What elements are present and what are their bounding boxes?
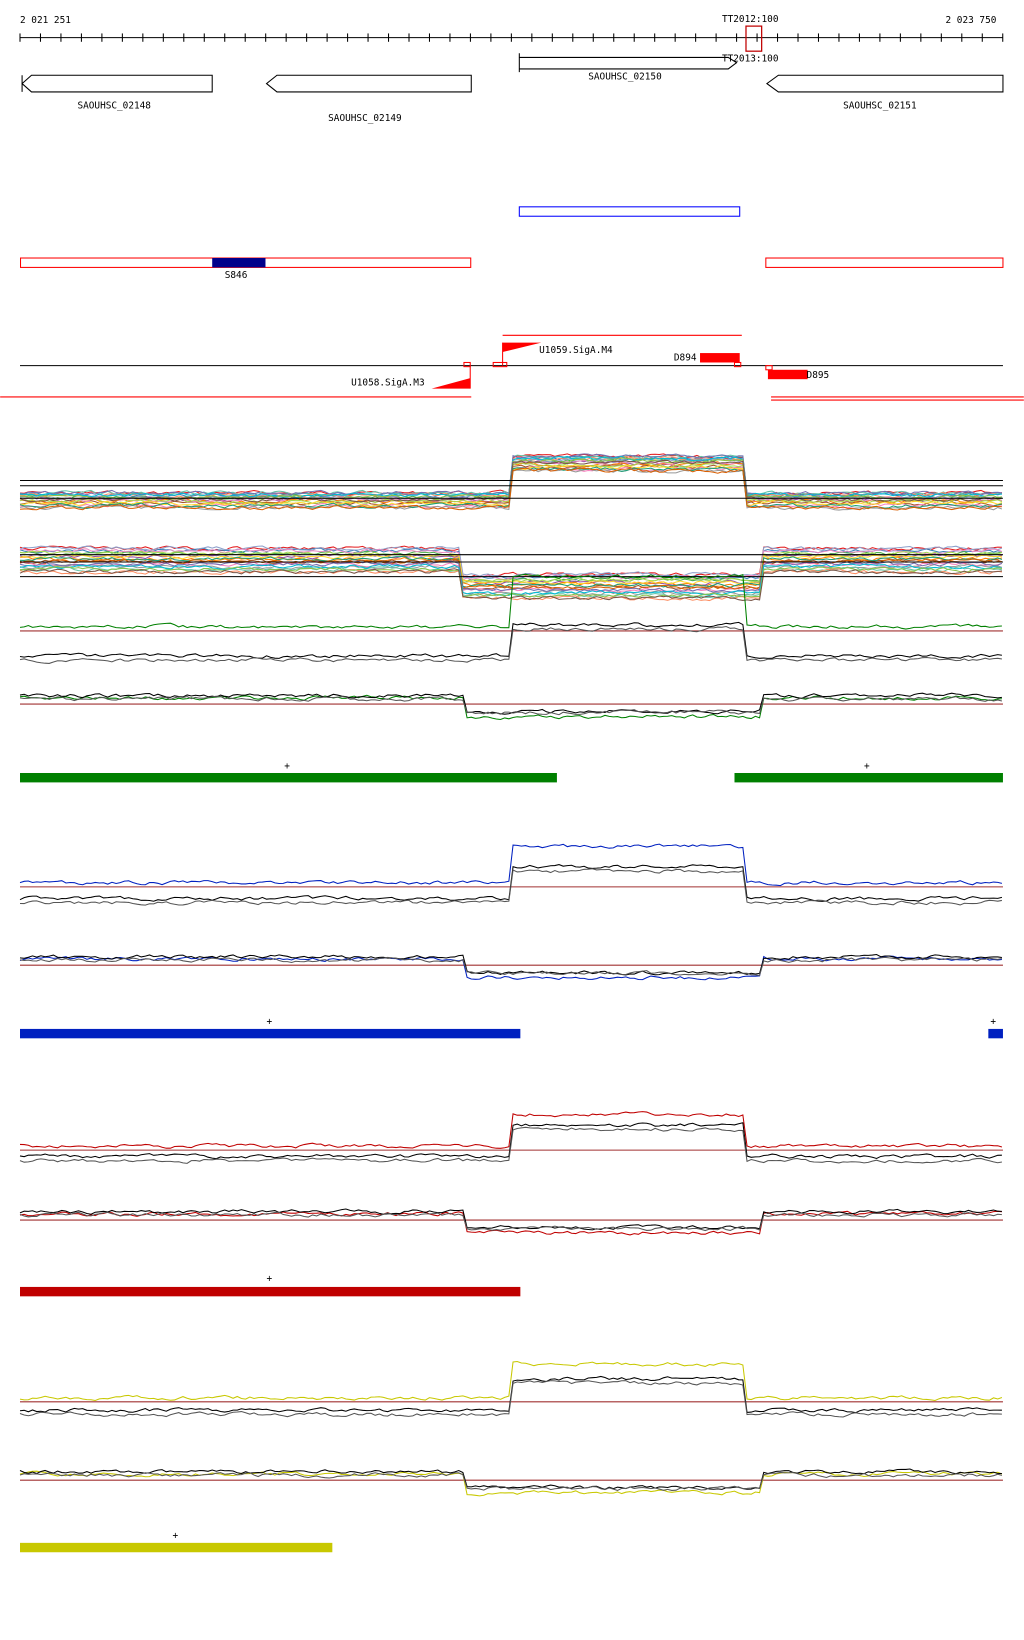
segmentation-bar (20, 772, 557, 783)
feature-d894[interactable]: D894 (674, 352, 742, 368)
segmentation-bar (20, 1286, 521, 1297)
profile-line (19, 1126, 1003, 1164)
feature-label: D895 (807, 370, 830, 381)
segmentation-bar (734, 772, 1003, 783)
profile-line (19, 1111, 1003, 1149)
segmentation-bars: + + + + + + (20, 761, 1003, 1553)
strand-plus: + (284, 761, 290, 772)
profile-line (19, 695, 1003, 716)
gene-label: SAOUHSC_02149 (328, 113, 402, 124)
profile-line (19, 1471, 1003, 1491)
profile-line (19, 1360, 1003, 1402)
profile-line (19, 560, 1003, 593)
profile-line (19, 555, 1003, 588)
segmentation-bar (20, 1028, 521, 1039)
profile-line (19, 565, 1003, 598)
profile-line (19, 548, 1003, 581)
profile-line (19, 955, 1002, 981)
gene-saouhsc-02149[interactable]: SAOUHSC_02149 (265, 74, 472, 124)
feature-u1058[interactable]: U1058.SigA.M3 (351, 361, 471, 389)
strand-plus: + (267, 1017, 273, 1028)
gene-label: SAOUHSC_02148 (77, 101, 151, 112)
gene-saouhsc-02148[interactable]: SAOUHSC_02148 (21, 74, 213, 112)
segment-blue[interactable] (518, 206, 741, 217)
profile-line (19, 1208, 1002, 1231)
profile-line (19, 573, 1002, 630)
strand-plus: + (864, 761, 870, 772)
profile-line (19, 553, 1002, 586)
feature-d895[interactable]: D895 (765, 365, 830, 382)
strand-plus: + (990, 1017, 996, 1028)
profile-line (19, 467, 1002, 511)
profile-line (19, 1470, 1003, 1497)
gene-track: SAOUHSC_02148 SAOUHSC_02149 SAOUHSC_0215… (21, 53, 1004, 124)
segmentation-bar (988, 1028, 1003, 1039)
feature-label: U1059.SigA.M4 (539, 345, 613, 356)
segment-label-s846: S846 (225, 270, 248, 281)
gene-label: SAOUHSC_02150 (588, 71, 662, 82)
profile-line (19, 868, 1003, 906)
profile-line (19, 558, 1002, 591)
profile-line (19, 1380, 1002, 1418)
strand-plus: + (267, 1274, 273, 1285)
strand-plus: + (173, 1531, 179, 1542)
gene-label: SAOUHSC_02151 (843, 101, 917, 112)
ruler-end-label: 2 023 750 (946, 15, 997, 26)
marker-label-tt2013: TT2013:100 (722, 54, 779, 65)
feature-u1059[interactable]: U1059.SigA.M4 (492, 342, 613, 368)
profile-line (19, 1211, 1002, 1232)
profile-line (19, 621, 1002, 659)
feature-label: D894 (674, 352, 697, 363)
feature-track: U1058.SigA.M3 U1059.SigA.M4 D894 D895 (0, 334, 1024, 401)
gene-saouhsc-02150[interactable]: SAOUHSC_02150 (518, 53, 738, 82)
feature-label: U1058.SigA.M3 (351, 377, 425, 388)
ruler-start-label: 2 021 251 (20, 15, 71, 26)
profile-line (19, 843, 1003, 887)
marker-label-tt2012: TT2012:100 (722, 14, 779, 25)
segment-red-right[interactable] (765, 257, 1004, 268)
coordinate-ruler: 2 021 251 2 023 750 TT2012:100 TT2013:10… (19, 14, 1004, 65)
segmentation-bar (20, 1542, 333, 1553)
gene-saouhsc-02151[interactable]: SAOUHSC_02151 (765, 74, 1004, 112)
marker-box[interactable] (745, 25, 763, 52)
expression-profiles (19, 453, 1003, 1497)
profile-line (19, 1468, 1002, 1490)
segment-track: S846 (19, 206, 1004, 281)
segment-s846[interactable] (212, 258, 266, 268)
profile-line (19, 1122, 1002, 1160)
profile-line (19, 626, 1003, 664)
profile-line (19, 956, 1003, 977)
